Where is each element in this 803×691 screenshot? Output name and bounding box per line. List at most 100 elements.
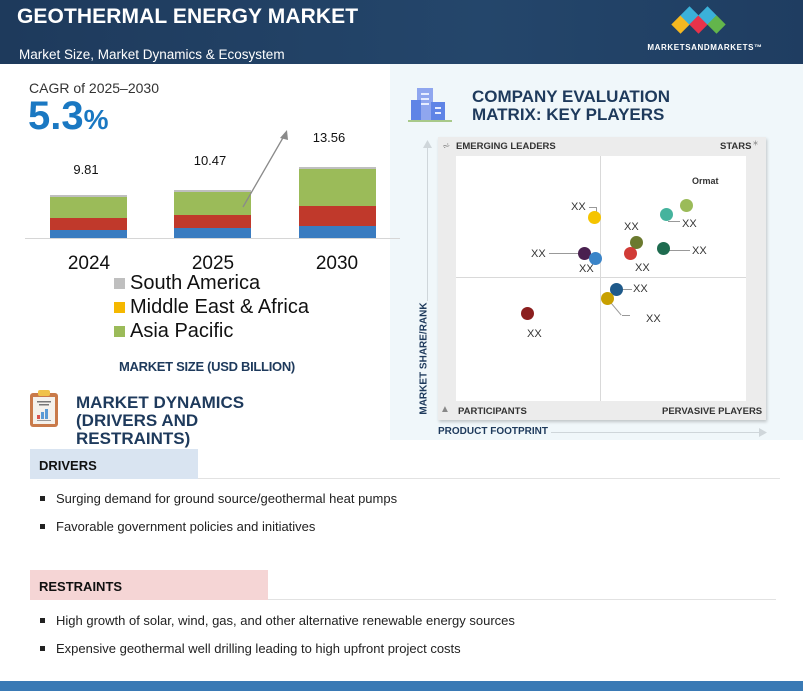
driver-item: Surging demand for ground source/geother… [40,491,397,506]
leader-line [549,253,585,254]
player-label: XX [635,262,650,274]
logo-wordmark: MARKETSANDMARKETS™ [647,43,763,52]
leader-line [666,250,690,251]
player-dot[interactable] [624,247,637,260]
player-label: XX [571,201,586,213]
clipboard-chart-icon [30,390,58,427]
player-dot[interactable] [610,283,623,296]
player-label: XX [531,248,546,260]
player-label: XX [682,218,697,230]
player-label: XX [692,245,707,257]
bar-segment-asia-pacific [174,192,251,215]
driver-item: Favorable government policies and initia… [40,519,315,534]
player-label: XX [527,328,542,340]
driver-text: Surging demand for ground source/geother… [56,491,398,506]
legend-swatch [114,278,125,289]
restraint-item: Expensive geothermal well drilling leadi… [40,641,461,656]
matrix-vertical-divider [600,156,601,401]
bar-total-label: 10.47 [193,153,227,168]
dynamics-title-line: RESTRAINTS) [76,429,191,448]
bar-segment-red [174,215,251,228]
emerging-leaders-icon: ⩫ [442,141,451,152]
brand-logo: MARKETSANDMARKETS™ [640,5,770,57]
restraint-item: High growth of solar, wind, gas, and oth… [40,613,515,628]
matrix-title: COMPANY EVALUATION MATRIX: KEY PLAYERS [472,88,670,124]
cagr-number: 5.3 [28,94,84,138]
matrix-horizontal-divider [456,277,746,278]
stars-icon: ⁎ [753,137,758,148]
drivers-tab: DRIVERS [30,449,198,479]
player-label: XX [633,283,648,295]
quadrant-label-participants: PARTICIPANTS [458,406,527,417]
legend-swatch [114,302,125,313]
growth-arrow-icon [242,130,288,208]
participants-icon: ▲ [440,404,450,415]
bullet-icon [40,618,45,623]
bar-2025 [174,190,251,238]
x-axis-arrowhead-icon [759,428,767,437]
player-dot[interactable] [578,247,591,260]
bullet-icon [40,524,45,529]
legend-item-asia-pacific: Asia Pacific [114,320,233,343]
bullet-icon [40,646,45,651]
x-axis-arrow [551,432,759,433]
restraints-tab: RESTRAINTS [30,570,268,600]
cagr-unit: % [83,104,109,135]
legend-label: Middle East & Africa [130,296,309,318]
chart-title: MARKET SIZE (USD BILLION) [119,359,295,374]
page-subtitle: Market Size, Market Dynamics & Ecosystem [19,47,285,62]
player-dot[interactable] [660,208,673,221]
bar-total-label: 9.81 [73,162,99,177]
player-label: XX [579,263,594,275]
legend-label: Asia Pacific [130,320,234,342]
player-dot[interactable] [630,236,643,249]
bar-segment-south-america [174,190,251,192]
matrix-plot-area [456,156,746,401]
bar-2024 [50,195,127,238]
player-label-ormat: Ormat [692,176,719,186]
bar-segment-red [50,218,127,230]
leader-line [668,221,680,222]
y-axis-arrowhead-icon [423,140,432,148]
legend-label: South America [130,272,261,294]
restraints-divider [268,599,776,600]
x-tick-label: 2025 [191,253,235,274]
player-label: XX [646,313,661,325]
leader-line [589,207,597,208]
dynamics-title-line: MARKET DYNAMICS [76,393,245,412]
bullet-icon [40,496,45,501]
leader-line [620,289,632,290]
cagr-value: 5.3% [28,94,109,139]
legend-item-middle-east-africa: Middle East & Africa [114,296,309,319]
bar-segment-blue [50,230,127,238]
player-dot[interactable] [589,252,602,265]
bar-segment-blue [174,228,251,238]
drivers-divider [198,478,780,479]
matrix-title-line: MATRIX: KEY PLAYERS [472,105,665,124]
y-axis-label: MARKET SHARE/RANK [418,302,430,415]
bar-segment-asia-pacific [50,197,127,218]
cagr-label: CAGR of 2025–2030 [29,80,159,96]
quadrant-label-stars: STARS [720,141,752,152]
legend-swatch [114,326,125,337]
x-tick-label: 2024 [67,253,111,274]
player-dot[interactable] [588,211,601,224]
buildings-icon [408,88,452,122]
driver-text: Favorable government policies and initia… [56,519,316,534]
bar-segment-blue [299,226,376,238]
header-banner: GEOTHERMAL ENERGY MARKET Market Size, Ma… [0,0,803,64]
bar-segment-south-america [299,167,376,169]
quadrant-label-pervasive-players: PERVASIVE PLAYERS [662,406,763,417]
legend-item-south-america: South America [114,272,260,295]
bar-2030 [299,167,376,238]
player-dot[interactable] [657,242,670,255]
dynamics-title: MARKET DYNAMICS (DRIVERS AND RESTRAINTS) [76,394,244,448]
footer-bar [0,681,803,691]
player-label: XX [624,221,639,233]
player-dot-ormat[interactable] [680,199,693,212]
chart-baseline [25,238,400,239]
y-axis-arrow [427,146,428,301]
player-dot[interactable] [601,292,614,305]
player-dot[interactable] [521,307,534,320]
leader-line [622,315,630,316]
